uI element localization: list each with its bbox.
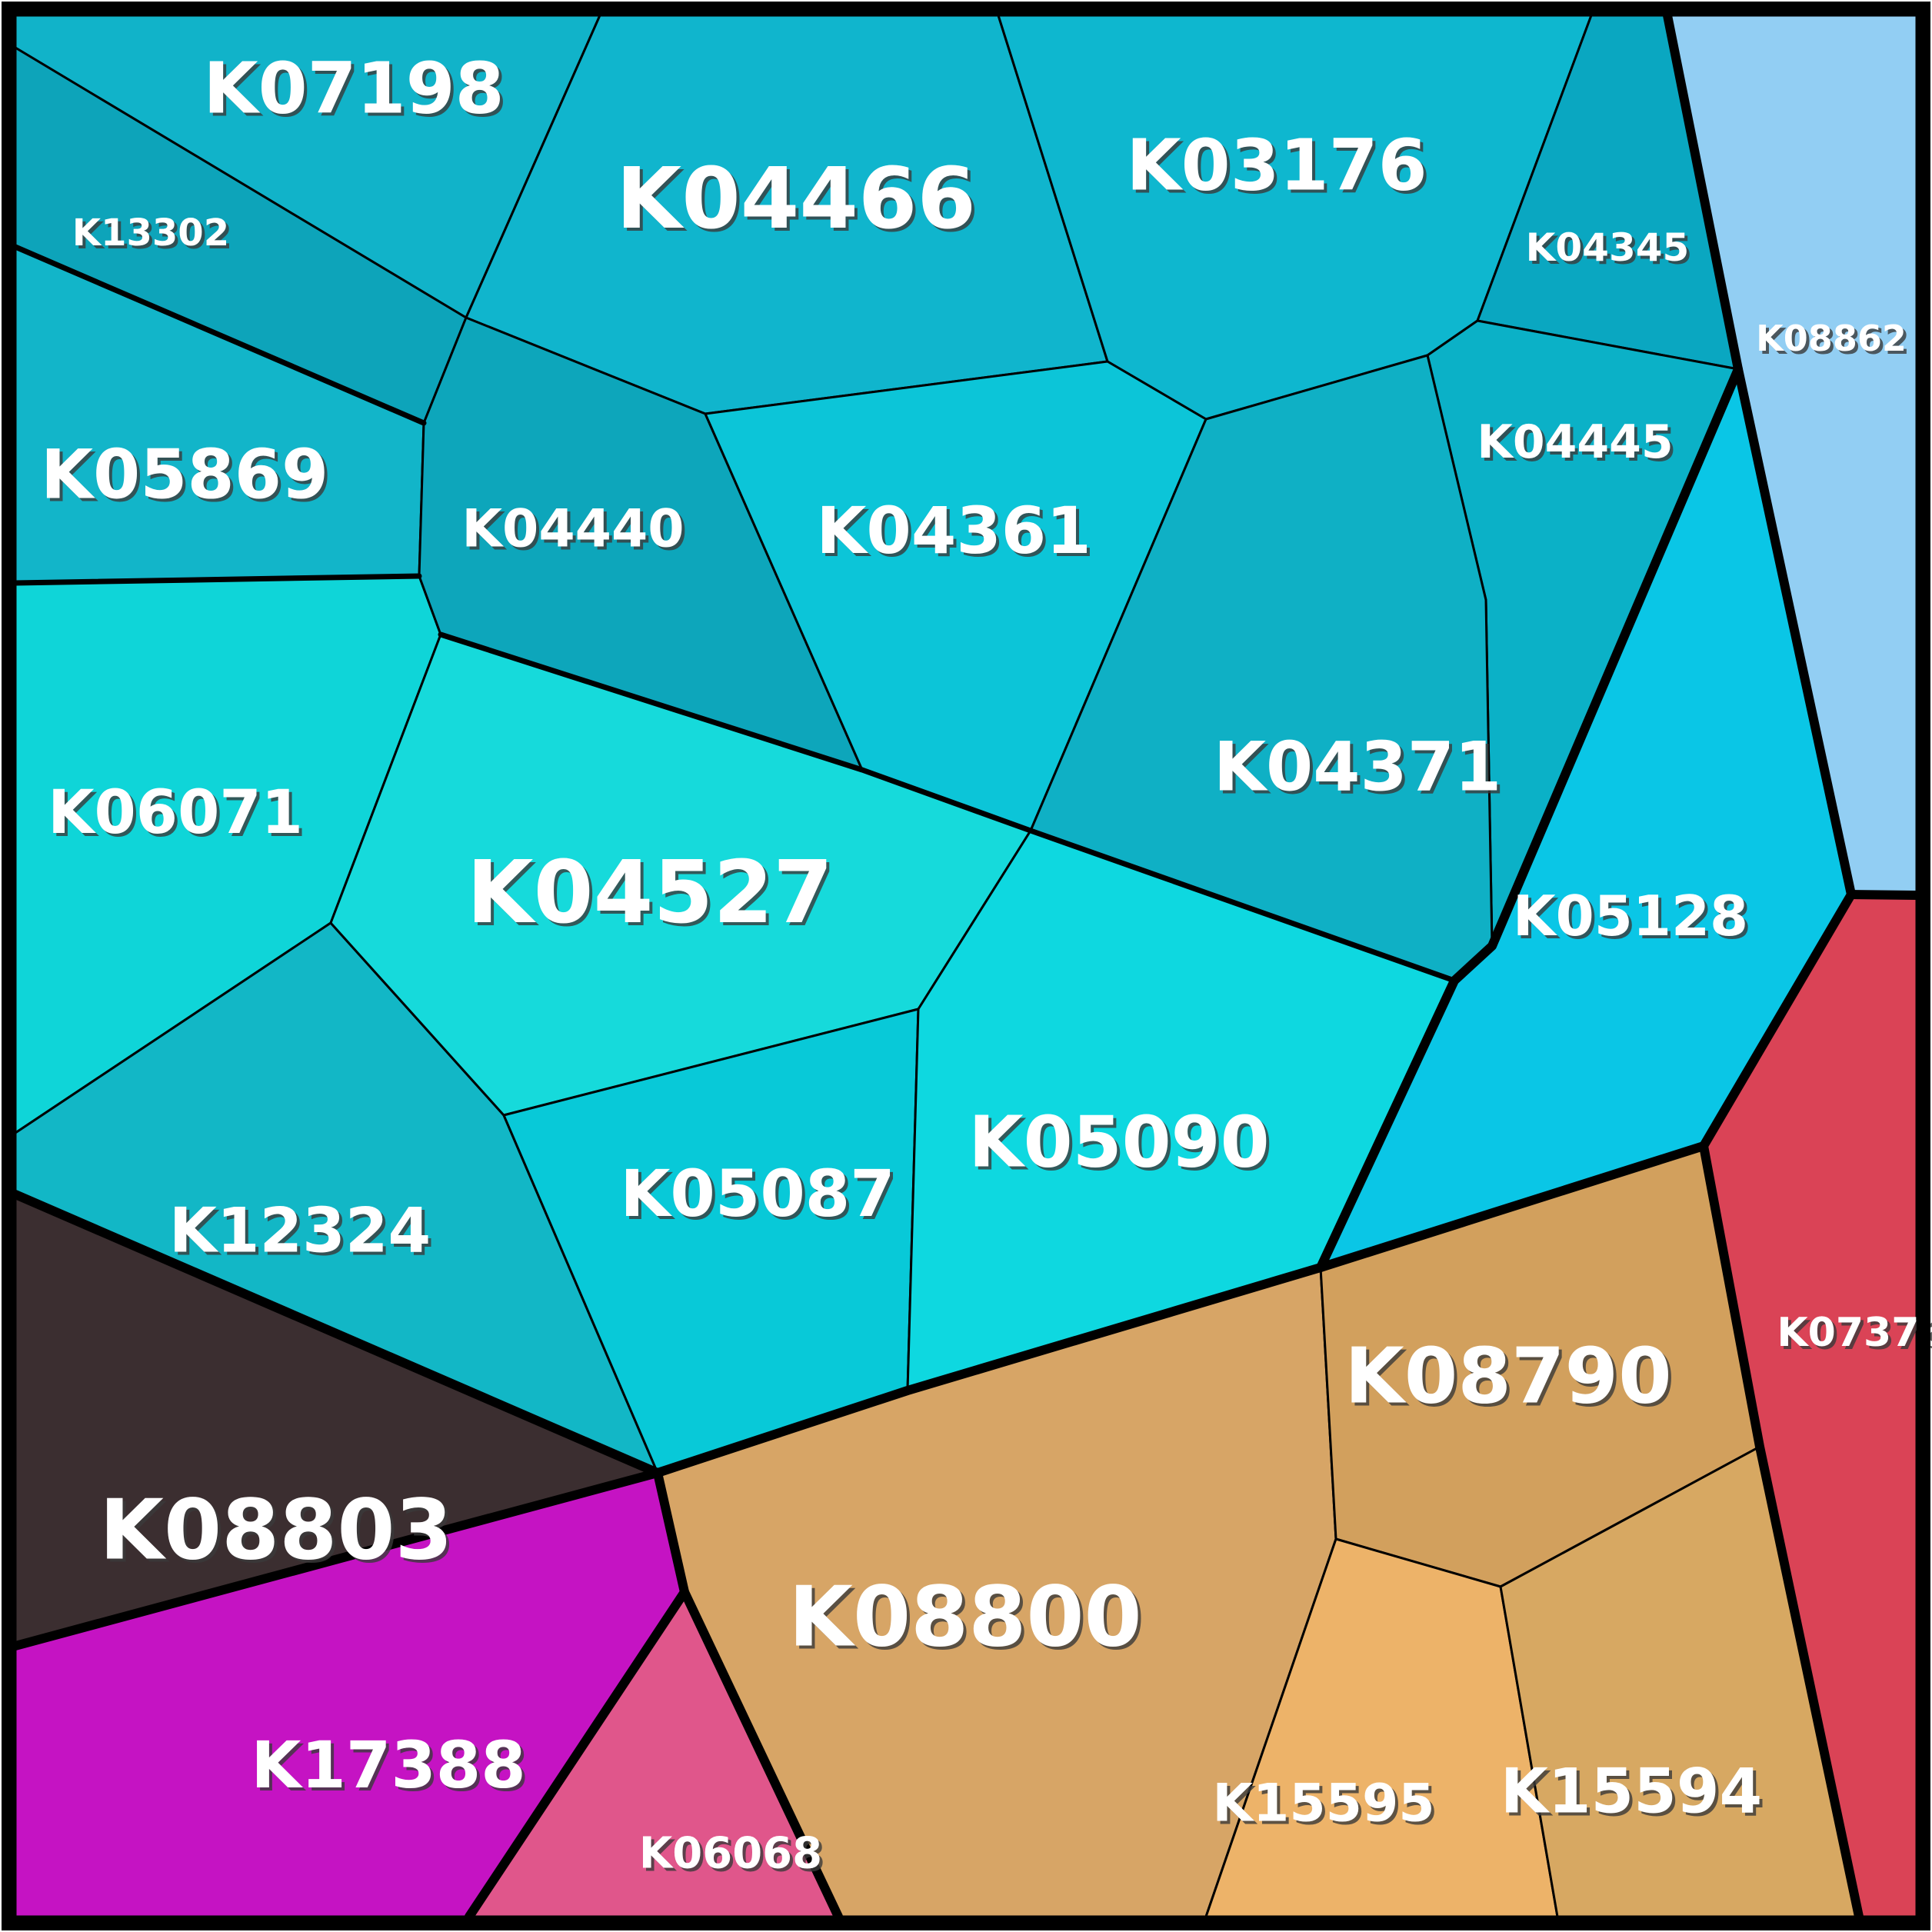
label-shadow-K03176: K03176 xyxy=(1129,128,1430,210)
cluster-edge-8 xyxy=(1316,365,1743,1272)
label-K07198: K07198 xyxy=(203,48,504,130)
label-K12324: K12324 xyxy=(169,1195,431,1267)
cluster-edge-9 xyxy=(1663,11,1856,899)
cluster-edge-12 xyxy=(1316,1141,1708,1272)
label-shadow-K07376: K07376 xyxy=(1780,1313,1932,1359)
cluster-edge-0 xyxy=(12,244,427,426)
label-shadow-K17388: K17388 xyxy=(254,1730,528,1806)
label-K06071: K06071 xyxy=(48,778,303,848)
cluster-edge-10 xyxy=(1847,890,1921,900)
cluster-edge-2 xyxy=(438,631,1457,984)
cluster-edges-layer xyxy=(11,11,1921,1921)
label-K04440: K04440 xyxy=(461,499,684,560)
cluster-edge-5 xyxy=(465,1587,689,1921)
label-shadow-K07198: K07198 xyxy=(206,51,507,133)
labels-layer: K07198K07198K13302K13302K05869K05869K060… xyxy=(41,48,1932,1882)
cluster-edge-6 xyxy=(680,1587,843,1921)
label-K08800: K08800 xyxy=(788,1570,1141,1666)
label-K04371: K04371 xyxy=(1214,728,1501,807)
label-K06068: K06068 xyxy=(639,1829,822,1879)
label-shadow-K05090: K05090 xyxy=(971,1104,1272,1187)
label-K17388: K17388 xyxy=(251,1727,525,1803)
cluster-edge-13 xyxy=(1699,1141,1864,1921)
label-K08803: K08803 xyxy=(99,1483,452,1579)
label-K07376: K07376 xyxy=(1777,1310,1932,1356)
label-K05090: K05090 xyxy=(968,1101,1269,1184)
label-shadow-K04466: K04466 xyxy=(619,152,979,251)
label-K05869: K05869 xyxy=(41,435,328,515)
label-shadow-K06071: K06071 xyxy=(51,781,306,851)
cluster-edge-11 xyxy=(1699,890,1856,1151)
label-K13302: K13302 xyxy=(72,212,229,255)
label-shadow-K05869: K05869 xyxy=(44,438,331,518)
label-shadow-K08800: K08800 xyxy=(791,1573,1144,1669)
cells-layer xyxy=(14,14,1918,1918)
label-shadow-K04361: K04361 xyxy=(819,496,1094,571)
label-K08790: K08790 xyxy=(1344,1331,1671,1421)
label-K04527: K04527 xyxy=(467,843,833,943)
label-shadow-K04527: K04527 xyxy=(470,846,836,946)
label-K04445: K04445 xyxy=(1477,415,1673,469)
label-K05128: K05128 xyxy=(1513,884,1748,948)
label-shadow-K04440: K04440 xyxy=(465,502,687,563)
cluster-edge-1 xyxy=(12,573,422,586)
label-K15594: K15594 xyxy=(1501,1756,1762,1827)
label-shadow-K12324: K12324 xyxy=(172,1198,434,1270)
label-K04345: K04345 xyxy=(1526,225,1690,270)
label-shadow-K04345: K04345 xyxy=(1529,228,1693,273)
label-K08862: K08862 xyxy=(1756,318,1907,359)
label-shadow-K08790: K08790 xyxy=(1347,1334,1674,1424)
label-K04361: K04361 xyxy=(816,493,1091,568)
label-shadow-K04371: K04371 xyxy=(1217,731,1504,810)
label-K03176: K03176 xyxy=(1126,125,1427,207)
label-shadow-K13302: K13302 xyxy=(75,215,232,258)
label-K04466: K04466 xyxy=(616,149,976,248)
label-shadow-K04445: K04445 xyxy=(1480,418,1676,472)
label-shadow-K08862: K08862 xyxy=(1759,321,1910,362)
label-K15595: K15595 xyxy=(1212,1774,1434,1834)
label-K05087: K05087 xyxy=(620,1156,894,1231)
label-shadow-K15595: K15595 xyxy=(1215,1777,1437,1837)
cluster-edge-4 xyxy=(653,1468,689,1597)
cluster-edge-7 xyxy=(653,1263,1325,1477)
label-shadow-K08803: K08803 xyxy=(102,1486,455,1582)
label-shadow-K15594: K15594 xyxy=(1504,1759,1765,1830)
label-shadow-K05087: K05087 xyxy=(623,1159,898,1234)
label-shadow-K05128: K05128 xyxy=(1516,887,1751,951)
label-shadow-K06068: K06068 xyxy=(642,1832,825,1882)
